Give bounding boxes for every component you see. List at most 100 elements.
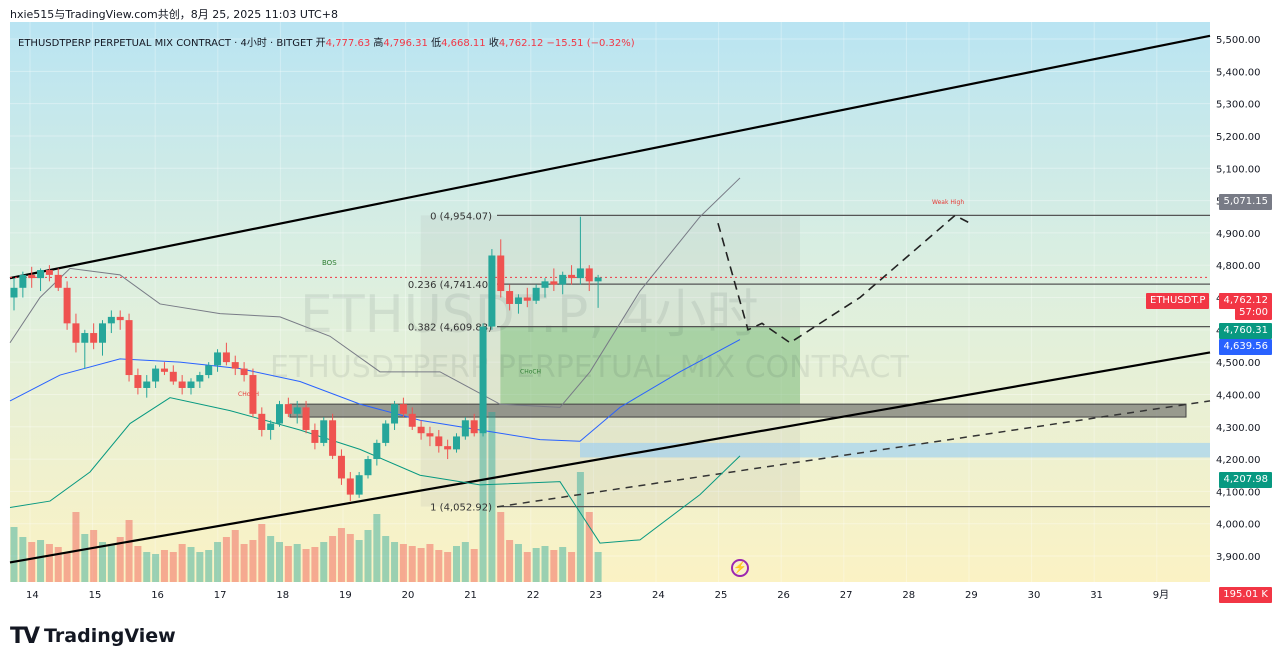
- candle-body: [160, 368, 168, 372]
- volume-bar: [214, 542, 222, 582]
- volume-bar: [125, 520, 133, 582]
- candle-body: [444, 446, 452, 450]
- volume-bar: [382, 536, 390, 582]
- volume-bar: [435, 550, 443, 582]
- volume-bar: [585, 512, 593, 582]
- candle-body: [373, 442, 381, 460]
- legend-open-label: 开: [315, 38, 326, 49]
- volume-bar: [550, 550, 558, 582]
- candle-body: [417, 426, 425, 434]
- candle-body: [470, 420, 478, 434]
- time-tick-label: 25: [715, 590, 728, 601]
- volume-bar: [311, 547, 319, 582]
- candle-body: [187, 381, 195, 388]
- volume-bar: [54, 547, 62, 582]
- volume-bar: [72, 512, 80, 582]
- volume-bar: [364, 530, 372, 582]
- candle-body: [54, 274, 62, 288]
- candle-body: [479, 326, 487, 434]
- volume-bar: [205, 550, 213, 582]
- basis-blue-tag: 4,639.56: [1219, 339, 1272, 355]
- watermark-description: ETHUSDTPERP PERPETUAL MIX CONTRACT: [270, 350, 909, 385]
- candle-body: [37, 270, 45, 279]
- volume-bar: [497, 512, 505, 582]
- candle-body: [19, 274, 27, 288]
- candle-body: [196, 375, 204, 382]
- price-tick-label: 4,500.00: [1216, 358, 1261, 369]
- channel-lower-line: [9, 351, 1211, 564]
- volume-bar: [488, 412, 496, 582]
- volume-bar: [541, 546, 549, 582]
- fib-level-label: 0.236 (4,741.40): [408, 280, 492, 291]
- volume-bar: [399, 544, 407, 582]
- candle-body: [28, 274, 36, 279]
- candle-body: [45, 270, 53, 275]
- candle-body: [576, 268, 584, 279]
- volume-bar: [506, 540, 514, 582]
- lightning-icon[interactable]: ⚡: [731, 559, 749, 577]
- volume-bar: [329, 536, 337, 582]
- candle-body: [311, 429, 319, 443]
- price-tick-label: 4,000.00: [1216, 520, 1261, 531]
- volume-bar: [444, 552, 452, 582]
- price-tick-label: 5,400.00: [1216, 67, 1261, 78]
- share-header: hxie515与TradingView.com共创，8月 25, 2025 11…: [10, 8, 338, 21]
- candle-body: [240, 368, 248, 376]
- volume-bar: [594, 552, 602, 582]
- volume-bar: [81, 534, 89, 582]
- candle-body: [453, 436, 460, 450]
- last-price-tag: 4,762.12: [1219, 293, 1272, 309]
- bollinger-lower-band: [9, 397, 741, 544]
- volume-bar: [284, 546, 292, 582]
- ticker-tag: ETHUSDT.P: [1146, 293, 1210, 309]
- candle-body: [541, 281, 549, 288]
- time-tick-label: 24: [652, 590, 665, 601]
- candle-body: [337, 455, 345, 479]
- time-tick-label: 22: [527, 590, 540, 601]
- plot-background: [10, 22, 1210, 582]
- tradingview-logo-icon: TV: [10, 623, 40, 649]
- price-tick-label: 5,200.00: [1216, 132, 1261, 143]
- candle-body: [143, 381, 151, 388]
- candle-body: [364, 459, 372, 476]
- volume-bar: [568, 552, 576, 582]
- candle-body: [594, 277, 602, 282]
- bos-label: BOS: [322, 259, 337, 267]
- candle-body: [488, 255, 496, 327]
- price-tick-label: 4,800.00: [1216, 261, 1261, 272]
- candle-body: [205, 365, 213, 376]
- volume-bar: [337, 528, 345, 582]
- volume-bar: [373, 514, 381, 582]
- volume-bar: [152, 554, 160, 582]
- candle-body: [169, 371, 177, 382]
- chart-legend: ETHUSDTPERP PERPETUAL MIX CONTRACT · 4小时…: [18, 34, 635, 49]
- volume-bar: [196, 552, 204, 582]
- candle-body: [81, 333, 89, 343]
- time-tick-label: 18: [276, 590, 289, 601]
- volume-bar: [532, 548, 540, 582]
- volume-bar: [63, 552, 71, 582]
- price-chart[interactable]: ETHUSDT.P, 4小时 ETHUSDTPERP PERPETUAL MIX …: [0, 22, 1280, 608]
- volume-bar: [523, 552, 531, 582]
- time-tick-label: 29: [965, 590, 978, 601]
- time-tick-label: 21: [464, 590, 477, 601]
- volume-bar: [302, 549, 310, 582]
- volume-bar: [453, 546, 460, 582]
- candle-body: [585, 268, 593, 282]
- legend-high-label: 高: [373, 38, 384, 49]
- legend-close-label: 收: [488, 38, 499, 49]
- volume-bar: [143, 552, 151, 582]
- price-tick-label: 3,900.00: [1216, 552, 1261, 563]
- candle-body: [267, 423, 275, 430]
- legend-low: 4,668.11: [441, 38, 486, 49]
- volume-bar: [514, 544, 522, 582]
- tradingview-brand[interactable]: TV TradingView: [10, 623, 176, 649]
- fib-level-label: 0.382 (4,609.83): [408, 323, 492, 334]
- price-tick-label: 5,300.00: [1216, 100, 1261, 111]
- time-tick-label: 20: [402, 590, 415, 601]
- candle-body: [568, 274, 576, 279]
- basis-green-tag: 4,760.31: [1219, 323, 1272, 339]
- candle-body: [178, 381, 186, 388]
- candle-body: [320, 420, 328, 443]
- time-tick-label: 9月: [1153, 589, 1169, 601]
